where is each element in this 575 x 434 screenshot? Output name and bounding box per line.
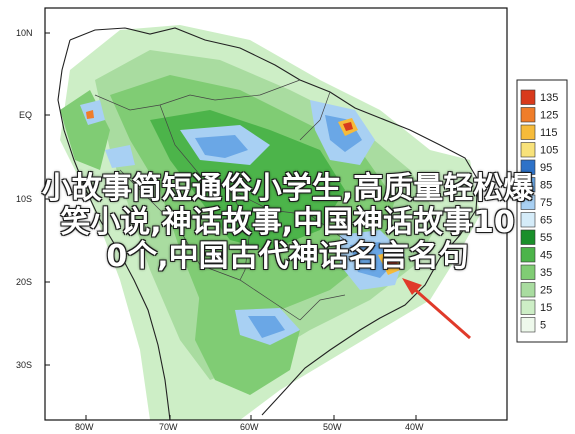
rain-zone-blue-6 xyxy=(350,242,395,278)
lon-label: 60W xyxy=(240,422,259,432)
rain-hotspot-north-core xyxy=(343,122,353,131)
lon-label: 80W xyxy=(75,422,94,432)
legend-label: 5 xyxy=(540,320,546,332)
legend-swatch xyxy=(520,159,536,175)
legend-label: 115 xyxy=(540,127,558,139)
rain-zone-blue-2 xyxy=(195,135,248,158)
legend-label: 45 xyxy=(540,250,552,262)
legend-swatch xyxy=(520,299,536,315)
lon-label: 70W xyxy=(159,422,178,432)
longitude-axis: 80W 70W 60W 50W 40W xyxy=(75,415,424,432)
pointer-arrow xyxy=(402,278,471,340)
lon-label: 50W xyxy=(323,422,342,432)
legend-label: 135 xyxy=(540,92,558,104)
legend-swatch xyxy=(520,124,536,140)
lat-label: 20S xyxy=(16,277,32,287)
legend-label: 125 xyxy=(540,110,558,122)
latitude-axis: 10N EQ 10S 20S 30S xyxy=(16,28,50,370)
lat-label: EQ xyxy=(19,110,32,120)
rain-hotspot-west xyxy=(86,110,94,119)
map-frame xyxy=(44,7,508,421)
lat-label: 30S xyxy=(16,360,32,370)
legend-swatch xyxy=(520,177,536,193)
coastline xyxy=(69,27,479,416)
overlay-caption-line-2: 笑小说,神话故事,中国神话故事10 xyxy=(60,205,515,240)
legend-label: 75 xyxy=(540,197,552,209)
legend-swatch xyxy=(520,282,536,298)
country-borders xyxy=(94,79,346,321)
legend-label: 85 xyxy=(540,180,552,192)
lat-label: 10N xyxy=(16,28,33,38)
legend-label: 95 xyxy=(540,162,552,174)
lon-label: 40W xyxy=(405,422,424,432)
lat-label: 10S xyxy=(16,194,32,204)
coastline-west xyxy=(57,39,171,420)
rain-zone-blue-4 xyxy=(325,115,362,152)
legend-swatch xyxy=(520,264,536,280)
legend-label: 105 xyxy=(540,145,558,157)
legend-swatch xyxy=(520,212,536,228)
legend-label: 35 xyxy=(540,267,552,279)
legend-swatch xyxy=(520,142,536,158)
legend-swatch xyxy=(520,247,536,263)
rain-zone-blue-10 xyxy=(105,145,135,168)
rain-hotspot-east-core xyxy=(384,256,398,269)
legend-swatch xyxy=(520,89,536,105)
legend-swatch xyxy=(520,317,536,333)
legend-label: 55 xyxy=(540,232,552,244)
overlay-caption-line-1: 小故事简短通俗小学生,高质量轻松爆 xyxy=(41,171,534,206)
legend-swatch xyxy=(520,194,536,210)
legend-swatch xyxy=(520,229,536,245)
color-legend: 135 125 115 105 95 85 75 65 55 45 35 25 15 5 xyxy=(516,79,568,343)
legend-frame xyxy=(516,79,568,343)
rain-zone-blue-8 xyxy=(248,316,285,338)
legend-label: 65 xyxy=(540,215,552,227)
legend-label: 15 xyxy=(540,302,552,314)
legend-swatch xyxy=(520,107,536,123)
rainfall-field xyxy=(57,25,480,420)
overlay-caption-line-3: 0个,中国古代神话名言名句 xyxy=(106,239,469,274)
legend-label: 25 xyxy=(540,285,552,297)
